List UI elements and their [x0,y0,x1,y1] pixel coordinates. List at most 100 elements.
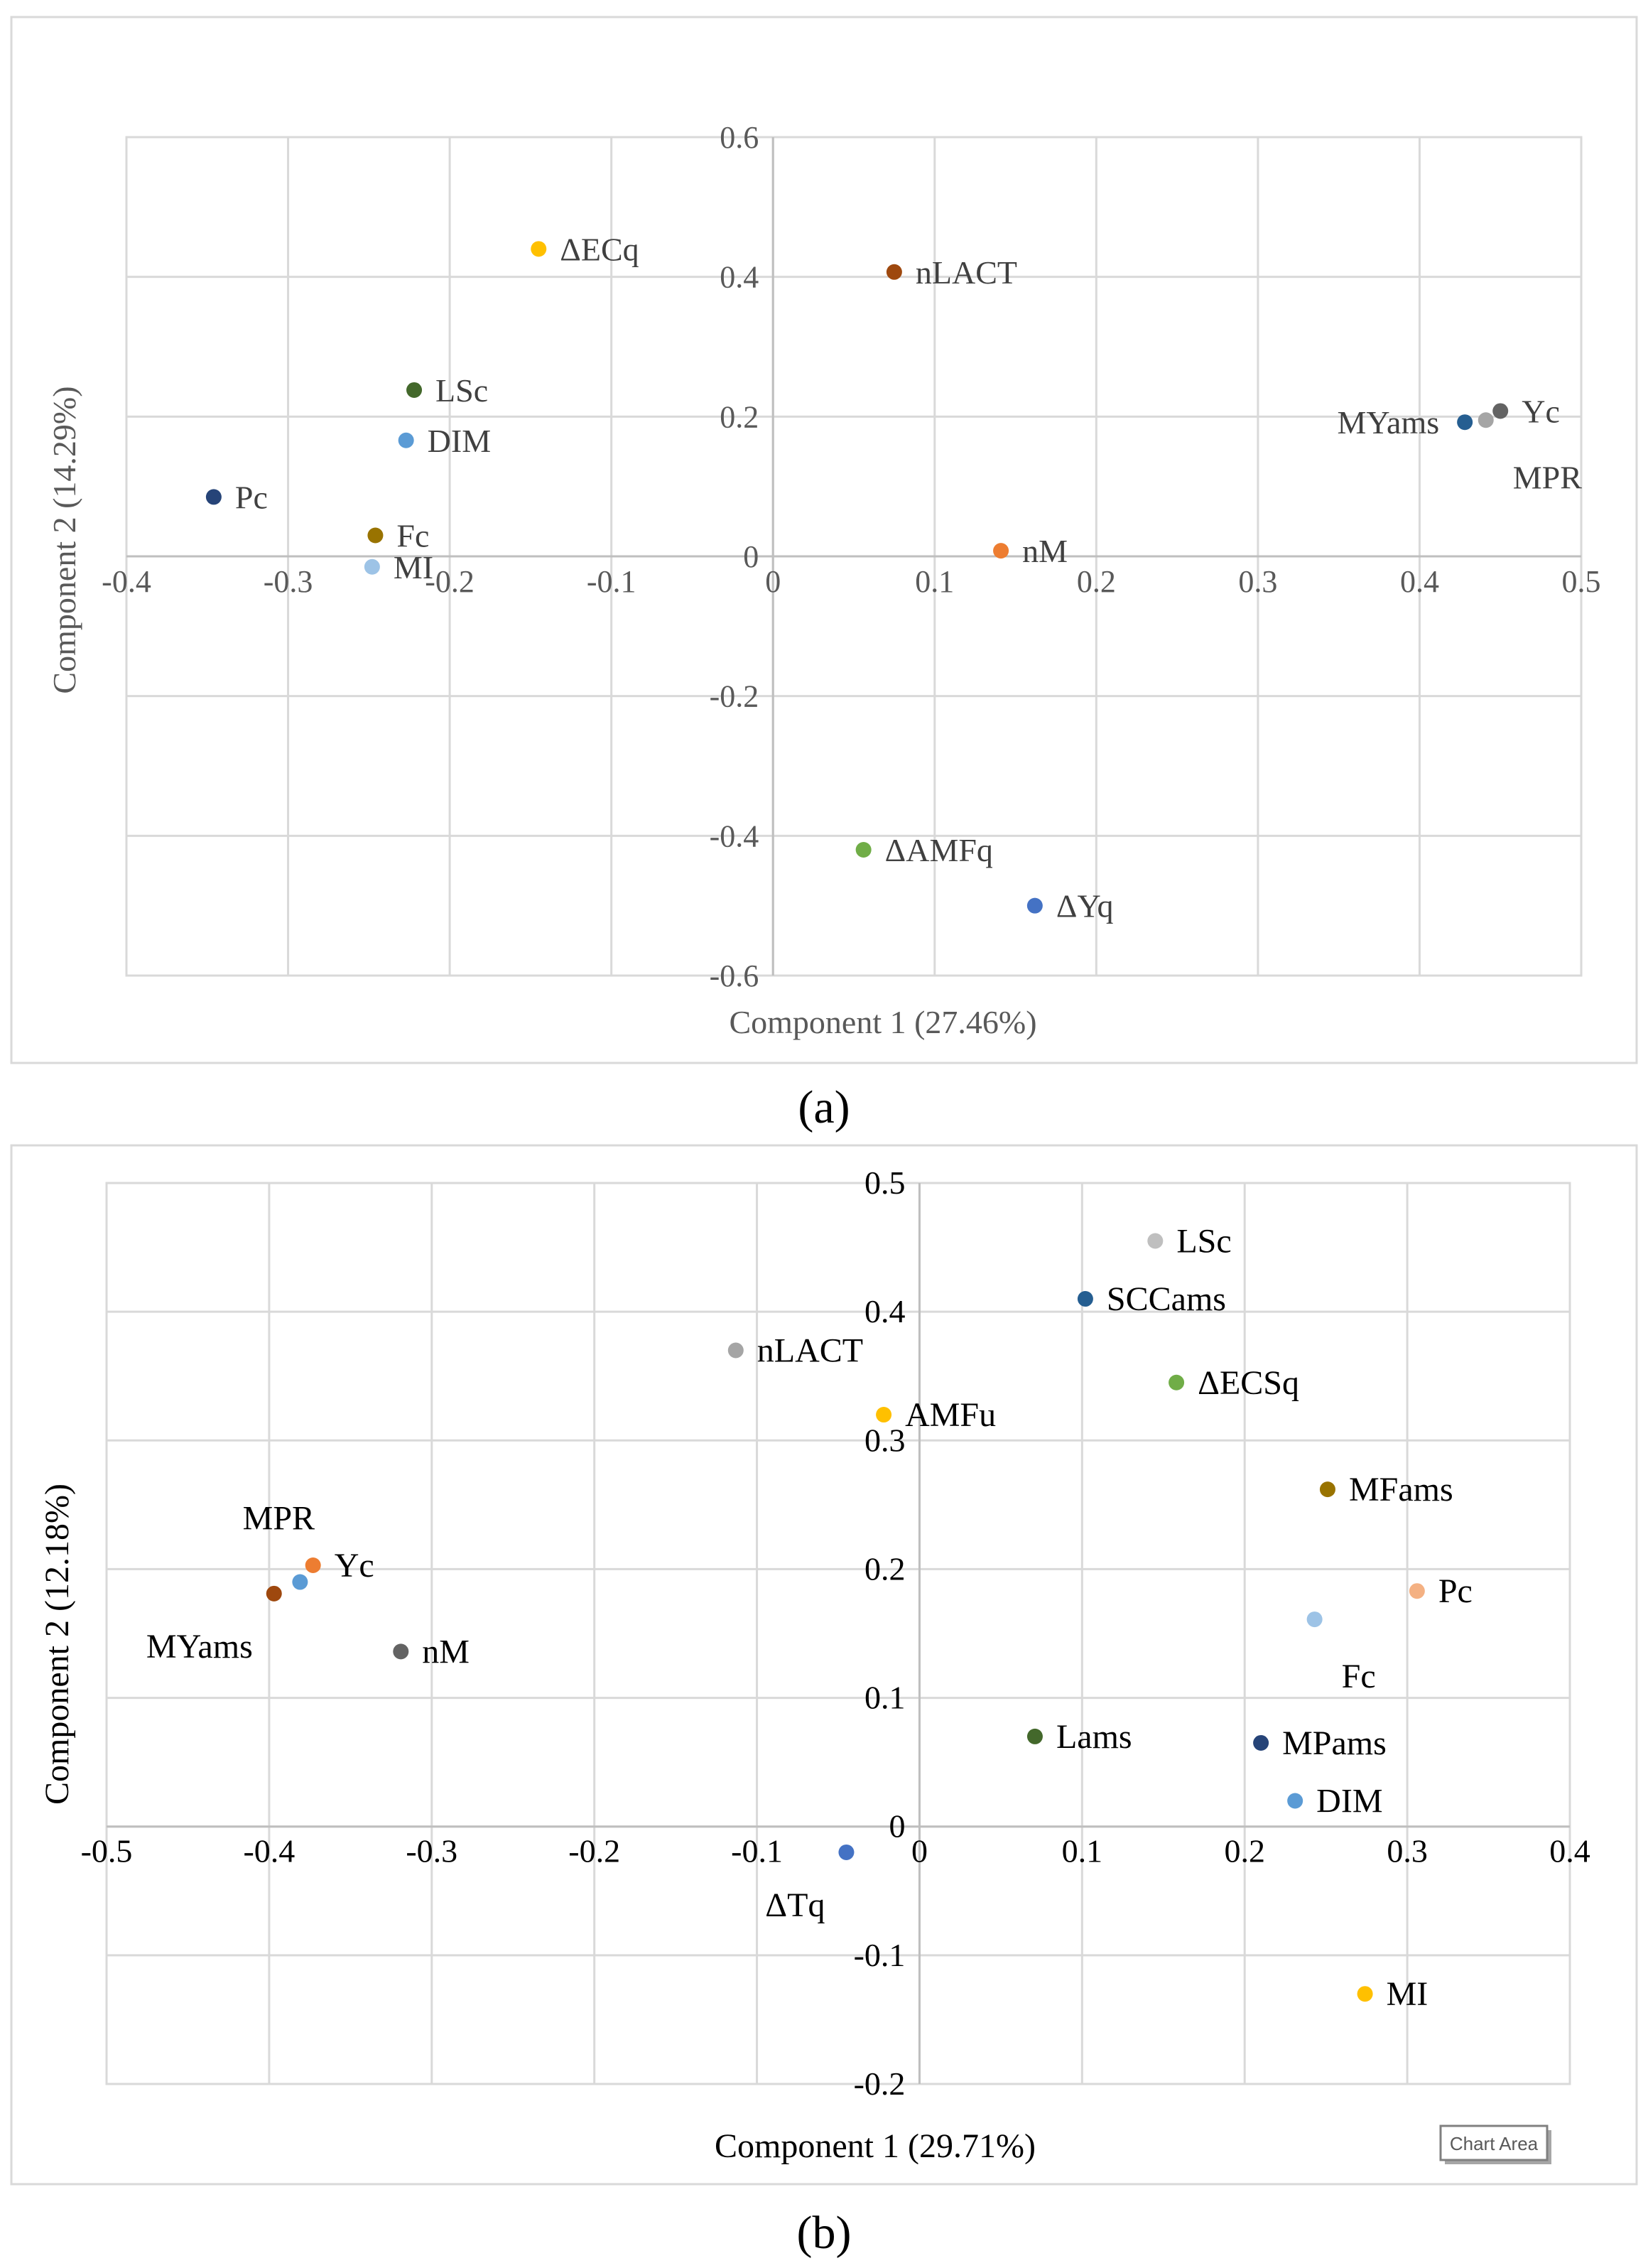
data-point[interactable] [1306,1611,1323,1628]
panel-b-axes [107,1183,1570,2084]
data-point[interactable] [1026,1728,1043,1744]
data-point[interactable] [1457,414,1473,431]
y-tick-label: -0.2 [710,679,759,714]
y-tick-label: 0 [743,539,759,574]
x-tick-label: 0.5 [1562,564,1601,599]
data-point[interactable] [993,543,1009,559]
panel-a-x-ticks: -0.4 -0.3 -0.2 -0.1 0 0.1 0.2 0.3 0.4 0.5 [102,564,1600,599]
y-tick-label: 0.1 [864,1680,906,1716]
data-label: DIM [428,423,491,459]
y-tick-label: -0.1 [854,1937,906,1973]
panel-b-points: LSc SCCams nLACT ΔECSq AMFu MFams Pc Fc MPR Yc MYa… [146,1223,1473,2014]
data-point[interactable] [1026,897,1043,914]
data-label: ΔECSq [1198,1364,1299,1402]
x-tick-label: -0.2 [568,1833,620,1869]
data-point[interactable] [1409,1583,1425,1599]
x-tick-label: 0.4 [1400,564,1439,599]
tooltip-box [1439,2124,1549,2161]
x-tick-label: -0.1 [587,564,636,599]
x-tick-label: -0.5 [81,1833,133,1869]
data-point[interactable] [266,1585,282,1602]
data-point[interactable] [1492,403,1509,419]
x-tick-label: -0.4 [102,564,151,599]
data-label: nLACT [916,254,1017,291]
data-point[interactable] [531,241,547,257]
data-point[interactable] [292,1574,308,1590]
data-point[interactable] [205,489,222,505]
data-point[interactable] [1253,1734,1269,1751]
chart-area-tooltip: Chart Area [1439,2124,1551,2164]
y-tick-label: 0 [889,1808,905,1845]
y-tick-label: 0.5 [864,1165,906,1201]
data-point[interactable] [876,1407,892,1423]
data-point[interactable] [1287,1793,1303,1809]
panel-b-caption: (b) [797,2207,852,2259]
x-tick-label: -0.3 [406,1833,457,1869]
data-label: ΔYq [1056,888,1114,924]
data-label: Yc [1522,393,1560,429]
panel-b-plot-border [105,1182,1571,2085]
data-label: Fc [1342,1658,1376,1695]
y-tick-label: 0.4 [864,1293,906,1329]
data-point[interactable] [1357,1986,1373,2002]
data-point[interactable] [367,527,384,544]
data-label: ΔECq [560,231,639,267]
x-tick-label: 0 [911,1833,928,1869]
data-point[interactable] [364,558,380,575]
data-point[interactable] [406,382,423,398]
y-tick-label: -0.4 [710,819,759,853]
panel-b-frame [10,1144,1638,2186]
data-point[interactable] [1478,412,1494,428]
data-label: MI [394,549,433,585]
y-tick-label: -0.2 [854,2066,906,2102]
data-label: nM [1022,533,1068,569]
data-point[interactable] [838,1844,855,1860]
data-label: ΔAMFq [885,832,993,868]
data-point[interactable] [398,432,414,448]
data-point[interactable] [1319,1481,1335,1498]
panel-b-y-axis-title: Component 2 (12.18%) [38,1484,76,1805]
data-label: MPams [1282,1724,1387,1762]
y-tick-label: 0.4 [720,260,759,295]
panel-b-chart[interactable]: -0.5 -0.4 -0.3 -0.2 -0.1 0 0.1 0.2 0.3 0.4 -0.2-0… [10,1144,1638,2186]
panel-a-y-ticks: -0.6 -0.4 -0.2 0 0.2 0.4 0.6 [710,120,759,993]
x-tick-label: 0.2 [1077,564,1116,599]
y-tick-label: 0.2 [720,399,759,434]
data-point[interactable] [1169,1374,1185,1390]
data-label: MPR [243,1500,315,1538]
data-label: ΔTq [765,1886,825,1924]
x-tick-label: -0.3 [264,564,313,599]
y-tick-label: 0.3 [864,1422,906,1458]
panel-b-x-axis-title: Component 1 (29.71%) [715,2127,1036,2165]
data-point[interactable] [1077,1291,1093,1307]
x-tick-label: 0.1 [915,564,954,599]
data-label: Yc [335,1547,374,1584]
data-point[interactable] [393,1643,409,1660]
panel-a-frame [10,16,1638,1064]
data-label: MFams [1349,1471,1453,1508]
panel-a-caption: (a) [798,1081,850,1133]
panel-b-x-ticks: -0.5 -0.4 -0.3 -0.2 -0.1 0 0.1 0.2 0.3 0.4 [81,1833,1590,1869]
data-point[interactable] [305,1557,321,1573]
panel-a-x-axis-title: Component 1 (27.46%) [729,1004,1036,1040]
data-label: MPR [1513,459,1582,495]
data-point[interactable] [855,842,872,858]
x-tick-label: -0.1 [731,1833,783,1869]
panel-a-axes [126,137,1581,976]
panel-a-chart[interactable]: -0.4 -0.3 -0.2 -0.1 0 0.1 0.2 0.3 0.4 0.5 -0.6-0.… [10,16,1638,1064]
tooltip-text: Chart Area [1450,2133,1539,2154]
panel-a-y-axis-title: Component 2 (14.29%) [46,386,82,693]
y-tick-label: 0.2 [864,1550,906,1587]
x-tick-label: 0.2 [1224,1833,1265,1869]
data-label: SCCams [1107,1280,1226,1318]
data-point[interactable] [727,1342,744,1359]
data-label: AMFu [905,1396,996,1434]
data-label: Pc [235,479,268,515]
x-tick-label: -0.2 [425,564,475,599]
data-point[interactable] [886,264,902,280]
data-label: LSc [1176,1223,1231,1260]
panel-b-y-ticks: -0.2 -0.1 0 0.1 0.2 0.3 0.4 0.5 [854,1165,906,2102]
data-point[interactable] [1147,1233,1164,1249]
